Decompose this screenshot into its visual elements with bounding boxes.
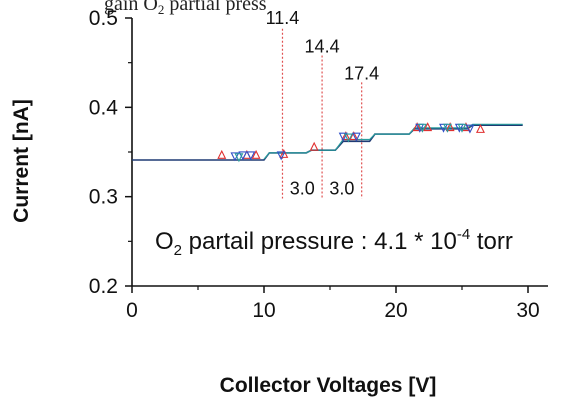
x-tick-label: 0 (126, 299, 138, 322)
title-fragment-sub: 2 (158, 2, 165, 17)
data-point-teal (457, 123, 467, 133)
annotation-text: partail pressure : 4.1 * 10 (182, 228, 457, 255)
data-point-teal (442, 123, 452, 133)
annotation-subscript: 2 (174, 242, 182, 259)
data-point-red (423, 122, 433, 132)
x-tick-label: 20 (384, 299, 407, 322)
title-fragment-tail: partial press (164, 0, 266, 15)
y-tick-label: 0.5 (89, 7, 118, 30)
y-axis-label: Current [nA] (10, 99, 33, 223)
annotation-prefix: O (155, 228, 174, 255)
series-line (263, 123, 523, 160)
data-point-red (341, 131, 351, 141)
y-tick-label: 0.3 (89, 186, 118, 209)
pressure-annotation: O2 partail pressure : 4.1 * 10-4 torr (155, 226, 513, 259)
data-point-teal (417, 123, 427, 133)
voltage-marker-label: 14.4 (305, 37, 340, 57)
annotation-unit: torr (470, 228, 513, 255)
x-axis-label: Collector Voltages [V] (220, 374, 437, 397)
x-tick-label: 30 (516, 299, 539, 322)
title-fragment-main: gain O (104, 0, 158, 15)
data-point-red (217, 149, 227, 159)
data-point-teal (234, 153, 244, 163)
gap-label: 3.0 (329, 179, 354, 199)
data-point-red (349, 131, 359, 141)
data-point-red (412, 122, 422, 132)
data-point-blue (351, 132, 361, 142)
data-point-red (279, 148, 289, 158)
voltage-marker-label: 11.4 (266, 8, 300, 28)
data-point-red (445, 122, 455, 132)
voltage-marker-label: 17.4 (344, 63, 379, 83)
data-point-red (475, 123, 485, 133)
data-point-blue (276, 151, 286, 161)
plot-area: 0 10 20 30 0.2 0.3 0.4 0.5 11.414.417.4 3.0 3.0 (89, 7, 548, 322)
y-tick-label: 0.2 (89, 275, 118, 298)
data-point-red (251, 149, 261, 159)
data-point-blue (465, 124, 475, 134)
chart-title-fragment: gain O2 partial press (104, 0, 267, 17)
gap-label: 3.0 (290, 179, 315, 199)
data-point-teal (343, 133, 353, 143)
annotation-superscript: -4 (457, 226, 470, 243)
data-point-blue (246, 151, 256, 161)
y-tick-label: 0.4 (89, 96, 119, 119)
data-point-red (309, 141, 319, 151)
x-tick-label: 10 (252, 299, 275, 322)
data-point-blue (338, 132, 348, 142)
